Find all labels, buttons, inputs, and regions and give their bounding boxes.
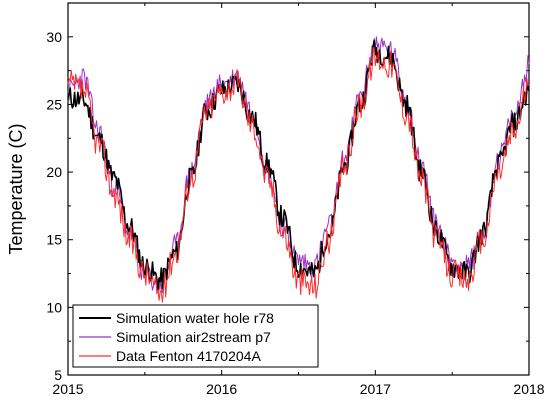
legend-label: Simulation water hole r78: [116, 310, 274, 326]
legend-label: Simulation air2stream p7: [116, 329, 271, 345]
x-tick-label: 2018: [513, 381, 544, 397]
y-tick-label: 5: [54, 367, 62, 383]
y-tick-label: 10: [46, 299, 62, 315]
y-tick-label: 20: [46, 164, 62, 180]
y-axis-title: Temperature (C): [6, 123, 26, 254]
x-axis: 2015 2016 2017 2018: [52, 3, 545, 397]
y-tick-label: 30: [46, 29, 62, 45]
legend-label: Data Fenton 4170204A: [116, 348, 261, 364]
legend: Simulation water hole r78 Simulation air2…: [72, 304, 319, 368]
x-tick-label: 2017: [360, 381, 391, 397]
series-layer: [67, 36, 530, 303]
x-tick-label: 2015: [52, 381, 83, 397]
y-tick-label: 25: [46, 96, 62, 112]
y-axis: 5 10 15 20 25 30: [46, 29, 529, 383]
legend-box: [72, 304, 319, 368]
y-tick-label: 15: [46, 232, 62, 248]
series-line-fenton-data: [67, 46, 530, 303]
x-tick-label: 2016: [206, 381, 237, 397]
